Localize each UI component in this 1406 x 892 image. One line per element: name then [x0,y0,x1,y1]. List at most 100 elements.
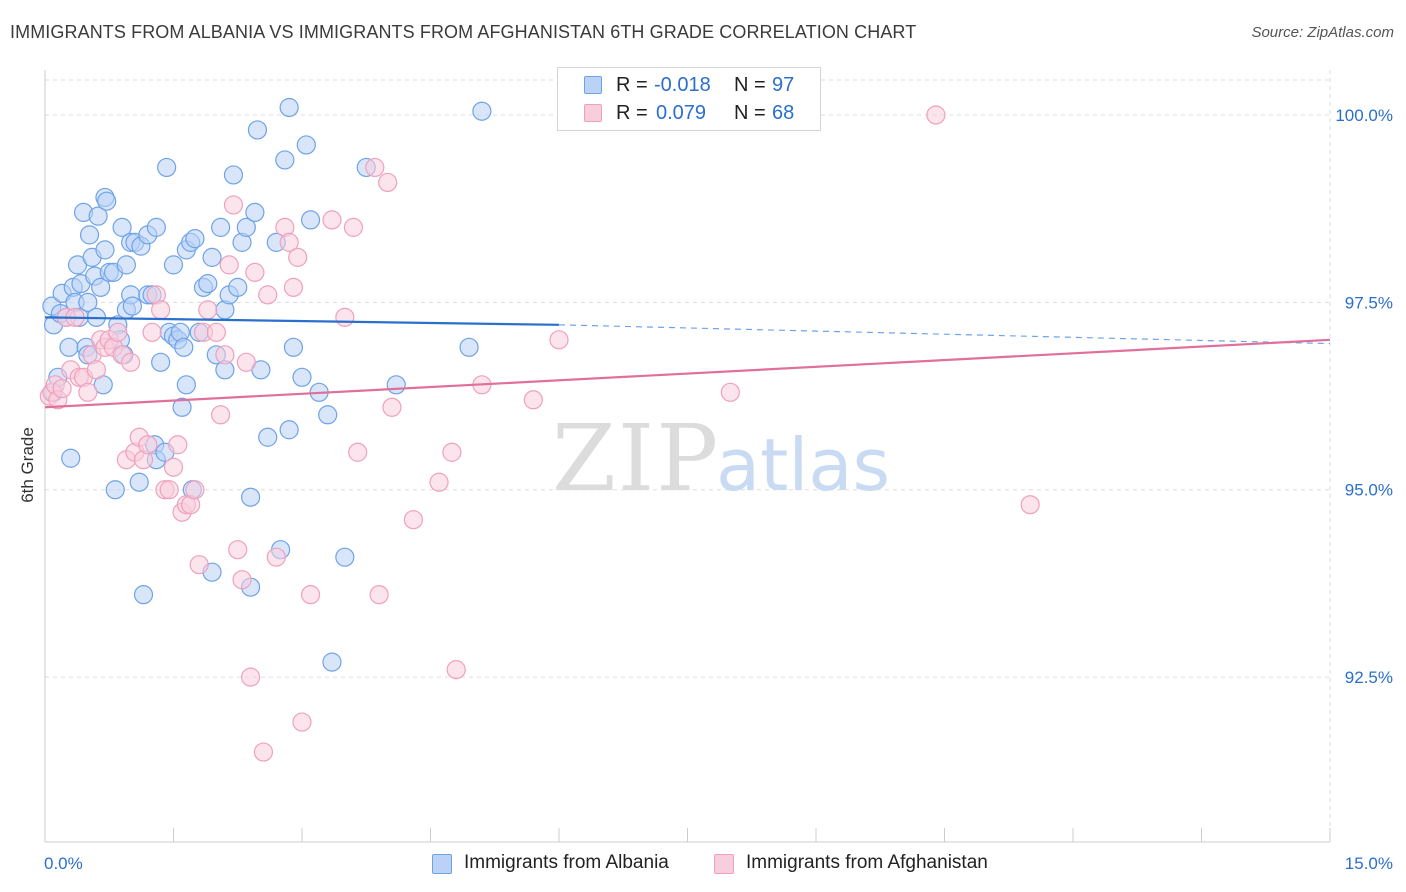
afghanistan-point [185,480,205,500]
albania-point [185,229,205,249]
afghanistan-point [549,330,569,350]
albania-point [202,247,222,267]
albania-point [59,337,79,357]
afghanistan-point [228,540,248,560]
albania-point [198,274,218,294]
albania-point [459,337,479,357]
afghanistan-point [335,307,355,327]
data-points [39,97,1040,762]
afghanistan-point [78,382,98,402]
albania-point [241,487,261,507]
afghanistan-point [163,457,184,477]
albania-point [292,367,312,387]
afghanistan-point [142,322,162,342]
afghanistan-point [343,217,363,237]
afghanistan-point [159,480,179,500]
albania-point [318,405,338,425]
afghanistan-point [382,397,402,417]
afghanistan-point [523,390,543,410]
afghanistan-point [219,255,239,275]
afghanistan-point [168,435,188,455]
y-tick-label: 92.5% [1345,668,1393,687]
albania-point [97,191,117,211]
afghanistan-point [138,435,158,455]
albania-point [105,480,125,500]
legend-r-label: R = [616,74,648,96]
afghanistan-point [52,378,72,399]
albania-point [157,157,177,178]
albania-point [116,255,136,275]
afghanistan-point [108,322,128,342]
albania-legend-label: Immigrants from Albania [464,852,669,873]
albania-point [211,217,231,237]
legend-r-value: 0.079 [656,102,707,124]
albania-point [386,375,406,395]
albania-point [247,120,268,140]
albania-trend-line [44,316,560,326]
axis-labels: 6th Grade 100.0% 97.5% 95.0% 92.5% 0.0% 15.0% [18,106,1393,873]
afghanistan-point [288,247,308,267]
legend-n-label: N = [734,102,766,124]
albania-point [228,277,248,297]
albania-point [279,97,299,118]
y-tick-label: 95.0% [1345,481,1393,500]
albania-point [95,240,115,260]
albania-point [176,375,196,395]
albania-point [91,277,111,297]
afghanistan-point [369,585,389,605]
albania-point [112,217,132,237]
trend-lines [44,316,1331,409]
afghanistan-point [211,405,231,425]
afghanistan-trend-line [44,338,1331,409]
afghanistan-legend-label: Immigrants from Afghanistan [746,852,988,873]
albania-legend-swatch [432,854,452,874]
afghanistan-legend-swatch [714,854,734,874]
afghanistan-point [236,352,256,372]
albania-point [61,448,81,468]
albania-swatch [584,76,602,94]
afghanistan-point [86,360,107,380]
legend-row-afghanistan: R = 0.079 N = 68 [558,100,820,128]
albania-point [223,165,244,185]
afghanistan-point [253,742,274,762]
albania-point [151,352,171,372]
watermark-atlas: atlas [716,423,890,507]
afghanistan-point [266,547,286,567]
afghanistan-point [720,382,740,402]
afghanistan-point [348,442,368,462]
afghanistan-point [300,585,321,605]
afghanistan-point [926,105,946,125]
albania-point [335,547,355,567]
correlation-legend: R = -0.018 N = 97 R = 0.079 N = 68 [557,67,821,131]
afghanistan-point [223,195,244,215]
albania-point [88,206,108,226]
afghanistan-point [241,667,261,687]
afghanistan-point [365,157,385,178]
y-tick-label: 100.0% [1335,106,1393,125]
albania-point [129,472,149,492]
albania-point [236,217,256,237]
afghanistan-point [292,712,312,732]
legend-row-albania: R = -0.018 N = 97 [558,72,820,100]
afghanistan-point [283,277,304,297]
albania-point [283,337,304,357]
albania-point [245,202,265,223]
albania-point [322,652,342,672]
afghanistan-point [189,555,209,575]
afghanistan-point [1020,495,1040,515]
legend-n-value: 68 [772,102,795,124]
afghanistan-point [378,172,398,193]
y-axis-label: 6th Grade [18,427,37,503]
x-tick-label: 0.0% [44,854,83,873]
afghanistan-point [245,262,265,282]
afghanistan-point [258,285,278,305]
afghanistan-swatch [584,104,602,122]
afghanistan-point [151,300,171,320]
afghanistan-point [232,570,252,590]
afghanistan-point [446,660,466,680]
afghanistan-point [206,322,226,342]
x-tick-label: 15.0% [1345,854,1393,873]
albania-point [133,585,154,605]
albania-point [122,296,142,316]
